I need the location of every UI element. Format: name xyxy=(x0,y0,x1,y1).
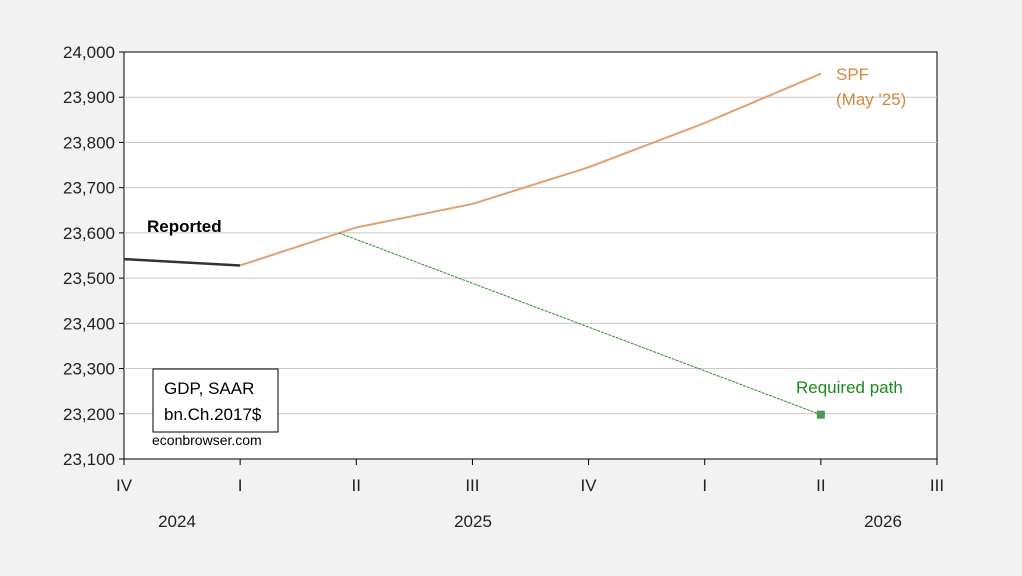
y-tick-label: 23,700 xyxy=(63,179,115,198)
units-box: GDP, SAAR bn.Ch.2017$ xyxy=(152,368,279,433)
x-tick-label: III xyxy=(465,476,479,495)
year-label: 2025 xyxy=(454,512,492,531)
x-tick-label: III xyxy=(930,476,944,495)
spf-label-line1: SPF xyxy=(836,65,869,84)
required-path-marker xyxy=(816,410,825,419)
y-tick-label: 23,900 xyxy=(63,88,115,107)
spf-label-line2: (May '25) xyxy=(836,90,906,109)
required-path-label: Required path xyxy=(796,378,903,397)
y-tick-label: 23,200 xyxy=(63,405,115,424)
y-tick-label: 24,000 xyxy=(63,43,115,62)
x-tick-label: II xyxy=(352,476,361,495)
y-axis: 23,100 23,200 23,300 23,400 23,500 23,600 23,7… xyxy=(63,43,124,469)
series-line-0 xyxy=(123,257,241,267)
units-box-line2: bn.Ch.2017$ xyxy=(164,405,262,424)
series-group xyxy=(123,72,825,419)
series-line-1 xyxy=(239,72,822,267)
x-tick-label: IV xyxy=(116,476,133,495)
series-line-2 xyxy=(338,232,822,416)
y-tick-label: 23,400 xyxy=(63,314,115,333)
y-tick-label: 23,300 xyxy=(63,360,115,379)
source-label: econbrowser.com xyxy=(152,432,262,448)
x-tick-label: I xyxy=(238,476,243,495)
y-tick-label: 23,500 xyxy=(63,269,115,288)
y-tick-label: 23,800 xyxy=(63,133,115,152)
x-tick-label: IV xyxy=(581,476,598,495)
reported-label: Reported xyxy=(147,217,222,236)
x-tick-label: II xyxy=(816,476,825,495)
y-tick-label: 23,100 xyxy=(63,450,115,469)
year-label: 2026 xyxy=(864,512,902,531)
year-label: 2024 xyxy=(158,512,196,531)
y-tick-label: 23,600 xyxy=(63,224,115,243)
x-tick-label: I xyxy=(702,476,707,495)
units-box-line1: GDP, SAAR xyxy=(164,379,254,398)
